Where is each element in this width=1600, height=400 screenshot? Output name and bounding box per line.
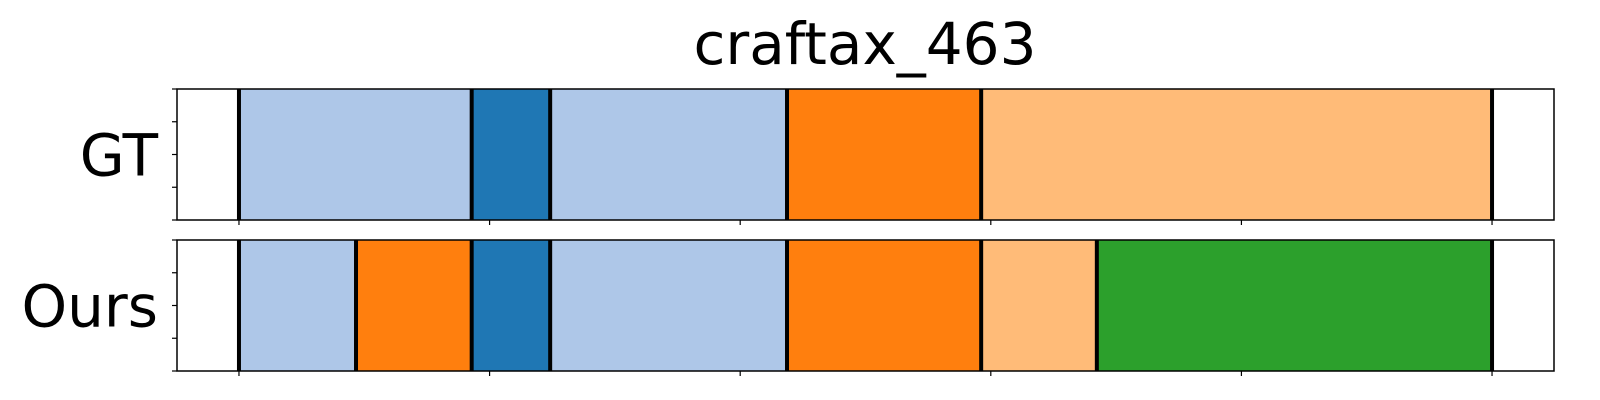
- rows-layer: GT Ours: [22, 88, 1555, 376]
- segment-0-4: [981, 89, 1493, 220]
- axes-frame: [176, 239, 1555, 372]
- segment-1-1: [356, 240, 472, 371]
- segment-1-0: [238, 240, 357, 371]
- row-label: Ours: [22, 273, 158, 341]
- chart-title: craftax_463: [694, 10, 1037, 78]
- segment-1-2: [471, 240, 551, 371]
- segment-0-0: [238, 89, 472, 220]
- segment-0-1: [471, 89, 551, 220]
- segment-1-3: [550, 240, 788, 371]
- axes-frame: [176, 88, 1555, 221]
- segment-1-4: [787, 240, 982, 371]
- row-label: GT: [80, 122, 159, 190]
- segment-1-6: [1096, 240, 1493, 371]
- segment-0-2: [550, 89, 788, 220]
- segment-1-5: [981, 240, 1097, 371]
- row-1: Ours: [22, 239, 1555, 376]
- segment-0-3: [787, 89, 982, 220]
- row-0: GT: [80, 88, 1555, 225]
